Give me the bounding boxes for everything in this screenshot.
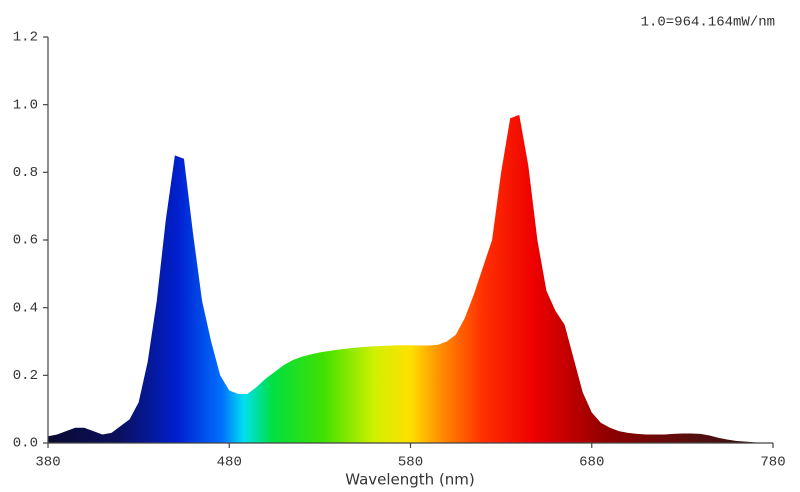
y-tick-label: 0.6 bbox=[13, 233, 38, 249]
y-tick-label: 0.2 bbox=[13, 368, 38, 384]
y-tick-label: 1.0 bbox=[13, 97, 38, 113]
spectrum-area bbox=[48, 114, 773, 444]
y-tick-label: 0.4 bbox=[13, 300, 38, 316]
x-tick-label: 380 bbox=[35, 455, 60, 471]
y-tick-label: 0.0 bbox=[13, 436, 38, 452]
x-tick-label: 680 bbox=[579, 455, 604, 471]
x-axis-label: Wavelength (nm) bbox=[345, 471, 475, 489]
x-tick-label: 780 bbox=[760, 455, 785, 471]
y-tick-label: 1.2 bbox=[13, 30, 38, 46]
x-tick-label: 580 bbox=[398, 455, 423, 471]
annotation: 1.0=964.164mW/nm bbox=[641, 15, 775, 31]
x-tick-label: 480 bbox=[217, 455, 242, 471]
y-tick-label: 0.8 bbox=[13, 165, 38, 181]
